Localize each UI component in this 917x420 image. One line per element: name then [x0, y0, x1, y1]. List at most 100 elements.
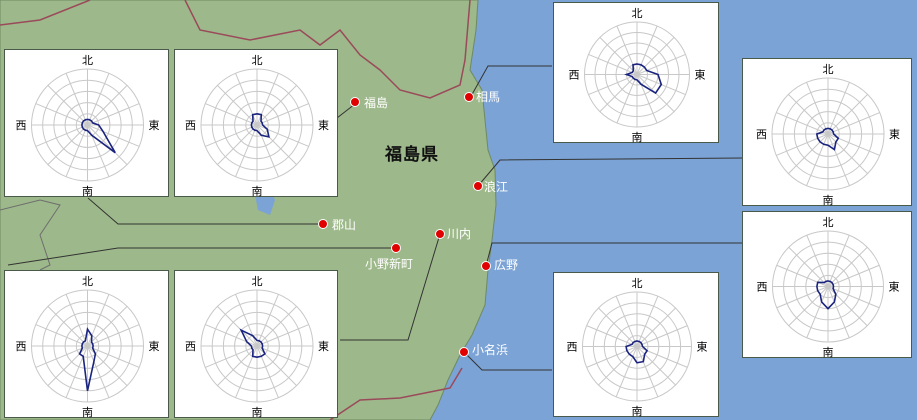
south-label: 南	[82, 185, 93, 198]
station-namie[interactable]: 浪江	[473, 179, 509, 194]
grid-spoke	[586, 325, 638, 347]
wind-rose-soma: 北南 東 西	[553, 2, 719, 144]
wind-frequency-polygon	[239, 328, 266, 359]
south-label: 南	[823, 346, 834, 359]
grid-spoke	[65, 345, 88, 398]
grid-spoke	[588, 74, 638, 96]
grid-spoke	[776, 112, 829, 135]
north-label: 北	[82, 275, 93, 288]
north-label: 北	[252, 54, 263, 67]
wind-rose-chart: 北南 東 西	[185, 275, 329, 419]
south-label: 南	[632, 405, 643, 418]
station-onoshinmachi[interactable]: 小野新町	[365, 243, 413, 272]
marker-dot	[459, 347, 469, 357]
wind-rose-hirono: 北南 東 西	[742, 211, 912, 359]
grid-spoke	[636, 325, 688, 347]
grid-spoke	[35, 345, 88, 368]
grid-spoke	[598, 307, 638, 347]
station-label: 川内	[447, 227, 471, 241]
grid-spoke	[827, 286, 880, 309]
grid-spoke	[636, 346, 676, 386]
wind-frequency-polygon	[78, 327, 97, 391]
grid-spoke	[87, 103, 140, 126]
grid-spoke	[235, 124, 258, 177]
grid-spoke	[788, 286, 829, 327]
wind-rose-kawauchi: 北南 東 西	[174, 270, 338, 419]
east-label: 東	[318, 119, 329, 132]
station-hirono[interactable]: 広野	[481, 258, 519, 272]
station-soma[interactable]: 相馬	[464, 90, 501, 104]
west-label: 西	[567, 341, 578, 354]
grid-spoke	[87, 124, 140, 147]
marker-dot	[473, 181, 483, 191]
wind-rose-onahama: 北南 東 西	[553, 272, 719, 418]
grid-spoke	[47, 124, 88, 165]
grid-spoke	[35, 103, 88, 126]
station-label: 小野新町	[365, 256, 413, 271]
station-koriyama[interactable]: 郡山	[318, 218, 357, 232]
grid-spoke	[87, 73, 110, 126]
north-label: 北	[823, 216, 834, 229]
station-onahama[interactable]: 小名浜	[459, 342, 509, 357]
marker-dot	[481, 261, 491, 271]
south-label: 南	[82, 406, 93, 419]
prefecture-border-south	[329, 367, 463, 420]
station-fukushima[interactable]: 福島	[350, 95, 389, 110]
west-label: 西	[756, 128, 767, 141]
grid-spoke	[806, 133, 829, 186]
grid-spoke	[827, 82, 850, 135]
grid-spoke	[615, 295, 638, 347]
west-label: 西	[185, 340, 196, 353]
wind-rose-fukushima: 北南 東 西	[174, 49, 338, 198]
wind-frequency-polygon	[816, 280, 837, 310]
grid-spoke	[636, 53, 686, 75]
marker-dot	[391, 243, 401, 253]
grid-spoke	[806, 286, 829, 338]
grid-spoke	[87, 345, 140, 368]
station-label: 郡山	[332, 218, 356, 232]
west-label: 西	[16, 119, 27, 132]
grid-spoke	[616, 74, 638, 124]
west-label: 西	[757, 281, 768, 294]
grid-spoke	[827, 286, 850, 338]
east-label: 東	[697, 341, 708, 354]
grid-spoke	[87, 306, 128, 347]
grid-spoke	[827, 133, 850, 186]
wind-rose-chart: 北南 東 西	[569, 7, 706, 144]
grid-spoke	[827, 264, 880, 287]
wind-frequency-polygon	[625, 340, 649, 364]
grid-spoke	[827, 235, 850, 287]
wind-frequency-polygon	[815, 127, 840, 151]
grid-spoke	[87, 85, 128, 126]
grid-spoke	[256, 294, 279, 347]
grid-spoke	[598, 346, 638, 386]
north-label: 北	[632, 7, 643, 20]
wind-rose-chart: 北南 東 西	[756, 63, 900, 207]
grid-spoke	[47, 85, 88, 126]
wind-rose-namie: 北南 東 西	[742, 58, 912, 207]
marker-dot	[318, 219, 328, 229]
south-label: 南	[632, 131, 643, 144]
wind-rose-koriyama: 北南 東 西	[4, 49, 169, 198]
wind-frequency-polygon	[624, 63, 663, 95]
station-kawauchi[interactable]: 川内	[435, 227, 472, 241]
grid-spoke	[806, 235, 829, 287]
wind-rose-chart: 北南 東 西	[16, 54, 160, 198]
grid-spoke	[256, 124, 297, 165]
station-label: 小名浜	[472, 342, 508, 357]
grid-spoke	[588, 53, 638, 75]
east-label: 東	[889, 128, 900, 141]
grid-spoke	[788, 133, 829, 174]
north-label: 北	[252, 275, 263, 288]
south-label: 南	[252, 406, 263, 419]
grid-spoke	[599, 74, 638, 112]
marker-dot	[350, 97, 360, 107]
wind-rose-chart: 北南 東 西	[16, 275, 160, 419]
grid-spoke	[806, 82, 829, 135]
grid-spoke	[256, 103, 309, 126]
station-label: 浪江	[484, 179, 508, 194]
wind-rose-chart: 北南 東 西	[185, 54, 329, 198]
grid-spoke	[256, 345, 309, 368]
north-label: 北	[82, 54, 93, 67]
